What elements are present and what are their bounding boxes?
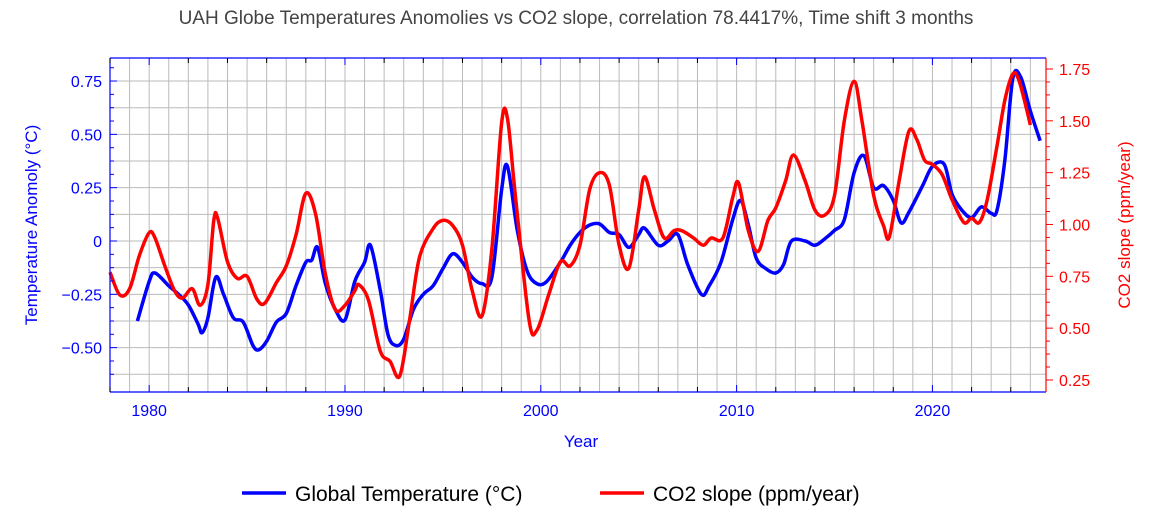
y2-tick-label: 1.00 [1059,217,1090,234]
y-tick-label: −0.25 [62,287,103,304]
grid [109,58,1046,392]
y2-tick-label: 0.25 [1059,373,1090,390]
series-line-co2 [108,70,1033,380]
legend: Global Temperature (°C) CO2 slope (ppm/y… [242,483,860,506]
y2-tick-label: 1.50 [1059,114,1090,131]
x-tick-label: 2000 [523,403,559,420]
chart-title: UAH Globe Temperatures Anomolies vs CO2 … [179,8,974,29]
y2-tick-label: 0.50 [1059,321,1090,338]
y2-axis-label: CO2 slope (ppm/year) [1115,141,1134,308]
x-axis-label: Year [564,432,599,451]
x-tick-label: 1980 [131,403,167,420]
series-line-temperature [135,68,1042,352]
ticks: 1980 1990 2000 2010 2020 0.75 0.50 0.25 0 −0.25 −0… [62,58,1090,420]
y-tick-label: 0.25 [71,181,102,198]
y-tick-label: 0 [93,234,102,251]
y2-tick-label: 1.25 [1059,166,1090,183]
x-tick-label: 2010 [719,403,755,420]
x-tick-label: 1990 [327,403,363,420]
y-axis-label: Temperature Anomoly (°C) [22,125,41,325]
y-tick-label: −0.50 [62,341,103,358]
x-tick-label: 2020 [915,403,951,420]
axes-frame [109,57,1047,393]
legend-label-temperature: Global Temperature (°C) [295,483,522,506]
y2-tick-label: 1.75 [1059,62,1090,79]
y-tick-label: 0.75 [71,74,102,91]
legend-label-co2: CO2 slope (ppm/year) [653,483,860,506]
y-tick-label: 0.50 [71,127,102,144]
y2-tick-label: 0.75 [1059,269,1090,286]
series-layer [108,68,1042,380]
